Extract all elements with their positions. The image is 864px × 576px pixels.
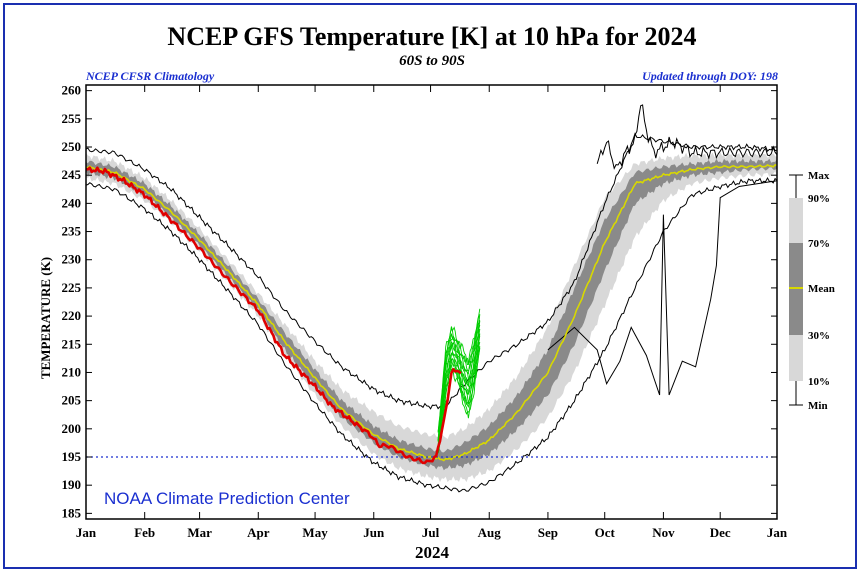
x-tick-label: Mar xyxy=(187,525,212,540)
legend-label: 70% xyxy=(808,238,830,250)
y-tick-label: 205 xyxy=(62,393,82,408)
forecast-member xyxy=(437,315,480,441)
legend-label: Mean xyxy=(808,283,835,295)
legend-lower-outer-band xyxy=(789,335,803,381)
y-tick-label: 190 xyxy=(62,477,82,492)
y-tick-label: 185 xyxy=(62,505,82,520)
updated-note: Updated through DOY: 198 xyxy=(642,69,778,83)
y-tick-label: 260 xyxy=(62,83,82,98)
min-trace xyxy=(547,180,777,396)
band-30-70 xyxy=(86,158,777,471)
y-tick-label: 210 xyxy=(62,364,82,379)
x-tick-label: Apr xyxy=(247,525,270,540)
chart-title: NCEP GFS Temperature [K] at 10 hPa for 2… xyxy=(167,22,697,51)
mean-line xyxy=(86,163,777,462)
forecast-member xyxy=(437,347,481,450)
y-tick-label: 215 xyxy=(62,336,82,351)
x-axis-label: 2024 xyxy=(415,543,449,562)
y-tick-label: 245 xyxy=(62,167,82,182)
x-tick-label: Jan xyxy=(76,525,97,540)
y-tick-label: 240 xyxy=(62,195,82,210)
x-tick-label: Feb xyxy=(134,525,155,540)
plot-series xyxy=(86,104,777,493)
plot-border xyxy=(85,84,778,520)
y-tick-label: 255 xyxy=(62,111,82,126)
x-tick-label: Aug xyxy=(478,525,502,540)
x-tick-label: Oct xyxy=(595,525,616,540)
min-line xyxy=(86,176,777,493)
x-tick-label: Dec xyxy=(710,525,731,540)
legend-label: 90% xyxy=(808,193,830,205)
legend-label: Min xyxy=(808,400,828,412)
chart-frame xyxy=(3,3,857,569)
y-tick-label: 220 xyxy=(62,308,82,323)
x-tick-label: May xyxy=(302,525,328,540)
legend-upper-outer-band xyxy=(789,198,803,243)
y-tick-label: 225 xyxy=(62,280,82,295)
max-trace xyxy=(596,104,777,170)
forecast-member xyxy=(437,308,481,433)
y-tick-label: 230 xyxy=(62,252,82,267)
climatology-note: NCEP CFSR Climatology xyxy=(86,69,215,83)
y-tick-label: 195 xyxy=(62,449,82,464)
chart-subtitle: 60S to 90S xyxy=(399,53,465,69)
x-tick-label: Nov xyxy=(652,525,675,540)
legend-label: 30% xyxy=(808,330,830,342)
observed-2024-line xyxy=(86,166,462,465)
y-tick-label: 235 xyxy=(62,224,82,239)
y-tick-label: 200 xyxy=(62,421,82,436)
x-tick-label: Jun xyxy=(363,525,385,540)
legend-label: Max xyxy=(808,170,830,182)
forecast-member xyxy=(437,333,481,447)
max-line xyxy=(86,132,777,410)
x-tick-label: Jul xyxy=(422,525,440,540)
y-tick-label: 250 xyxy=(62,139,82,154)
x-tick-label: Jan xyxy=(767,525,788,540)
credit-label: NOAA Climate Prediction Center xyxy=(104,489,350,508)
legend-label: 10% xyxy=(808,376,830,388)
x-tick-label: Sep xyxy=(538,525,558,540)
